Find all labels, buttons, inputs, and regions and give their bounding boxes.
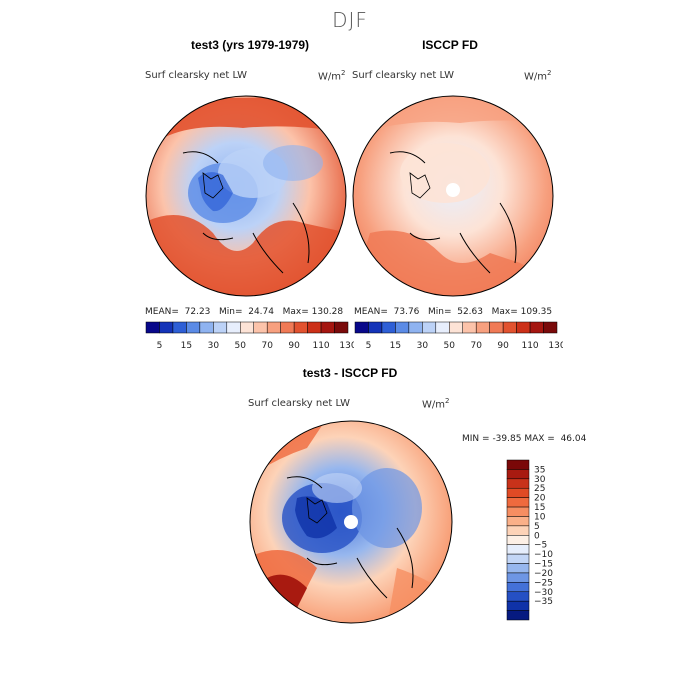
panel1-colorbar-label: 70 [261, 341, 273, 351]
panel1-colorbar-swatch [240, 321, 254, 334]
diff-colorbar-swatch [506, 487, 530, 498]
panel1-colorbar-swatch [307, 321, 322, 334]
panel2-map [352, 95, 554, 297]
panel2-colorbar-swatch [462, 321, 477, 334]
diff-colorbar-swatch [506, 459, 530, 470]
panel2-colorbar-label: 90 [497, 341, 509, 351]
diff-colorbar-swatch [506, 516, 530, 527]
season-title: DJF [332, 8, 368, 32]
diff-units: W/m2 [422, 397, 450, 411]
diff-colorbar-label: 35 [534, 465, 545, 475]
diff-colorbar-swatch [506, 553, 530, 564]
panel1-colorbar-swatch [320, 321, 335, 334]
panel1-colorbar-swatch [199, 321, 214, 334]
panel1-colorbar-label: 15 [181, 341, 192, 351]
panel2-colorbar-label: 70 [470, 341, 482, 351]
diff-colorbar-swatch [506, 497, 530, 508]
diff-colorbar-label: −30 [534, 588, 553, 598]
panel2-colorbar-label: 5 [366, 341, 372, 351]
panel1-title: test3 (yrs 1979-1979) [190, 38, 310, 52]
diff-colorbar-swatch [506, 469, 530, 480]
panel1-colorbar-swatch [253, 321, 268, 334]
panel2-stats: MEAN= 73.76 Min= 52.63 Max= 109.35 [354, 307, 553, 317]
panel1-colorbar-label: 130 [339, 341, 354, 351]
diff-colorbar-label: −20 [534, 569, 553, 579]
diff-colorbar-swatch [506, 572, 530, 583]
panel1-variable: Surf clearsky net LW [145, 70, 248, 81]
panel2-colorbar-swatch [502, 321, 517, 334]
diff-colorbar-label: 0 [534, 531, 540, 541]
panel1-colorbar-label: 50 [235, 341, 247, 351]
diff-colorbar-swatch [506, 582, 530, 593]
panel2-variable: Surf clearsky net LW [352, 70, 455, 81]
diff-colorbar-swatch [506, 563, 530, 574]
diff-colorbar-label: −5 [534, 541, 547, 551]
panel2-colorbar-label: 30 [417, 341, 429, 351]
panel2-colorbar-swatch [449, 321, 463, 334]
panel1-colorbar: 5 15 30 50 70 90 110 130 [145, 321, 354, 351]
panel2-colorbar: 5 15 30 50 70 90 110 130 [354, 321, 563, 351]
diff-colorbar-label: 5 [534, 522, 540, 532]
panel1-colorbar-swatch [293, 321, 308, 334]
diff-colorbar-swatch [506, 506, 530, 517]
panel2-colorbar-swatch [489, 321, 504, 334]
diff-colorbar-swatch [506, 478, 530, 489]
panel1-colorbar-swatch [226, 321, 241, 334]
panel2-colorbar-swatch [475, 321, 490, 334]
diff-colorbar-swatch [506, 600, 530, 611]
diff-colorbar-label: −10 [534, 550, 553, 560]
panel2-colorbar-swatch [435, 321, 450, 334]
diff-colorbar-label: 25 [534, 484, 545, 494]
diff-map [249, 420, 453, 624]
diff-colorbar-label: −15 [534, 560, 553, 570]
panel1-stats: MEAN= 72.23 Min= 24.74 Max= 130.28 [145, 307, 344, 317]
panel1-map [145, 95, 347, 297]
panel1-colorbar-swatch [213, 321, 228, 334]
panel2-units: W/m2 [524, 69, 552, 83]
panel2-colorbar-swatch [543, 321, 558, 334]
panel2-colorbar-swatch [516, 321, 531, 334]
diff-colorbar-label: 20 [534, 494, 546, 504]
panel1-colorbar-label: 30 [208, 341, 220, 351]
panel2-colorbar-swatch [354, 321, 369, 334]
diff-colorbar-swatch [506, 544, 530, 555]
panel1-colorbar-swatch [172, 321, 187, 334]
diff-colorbar-swatch [506, 525, 530, 536]
panel2-title: ISCCP FD [422, 38, 478, 52]
panel1-colorbar-swatch [334, 321, 349, 334]
diff-colorbar-swatch [506, 535, 530, 545]
panel2-colorbar-swatch [408, 321, 423, 334]
panel1-colorbar-swatch [145, 321, 160, 334]
diff-colorbar-label: −35 [534, 597, 553, 607]
panel1-colorbar-swatch [186, 321, 201, 334]
diff-title: test3 - ISCCP FD [302, 366, 398, 380]
panel1-colorbar-swatch [159, 321, 174, 334]
panel2-colorbar-label: 110 [521, 341, 538, 351]
panel2-colorbar-swatch [368, 321, 383, 334]
diff-variable: Surf clearsky net LW [248, 398, 351, 409]
diff-colorbar-label: 15 [534, 503, 545, 513]
diff-colorbar-label: 10 [534, 512, 546, 522]
panel2-colorbar-label: 50 [444, 341, 456, 351]
diff-stats: MIN = -39.85 MAX = 46.04 [462, 434, 587, 444]
diff-colorbar-swatch [506, 610, 530, 621]
diff-colorbar-label: −25 [534, 578, 553, 588]
panel2-colorbar-swatch [381, 321, 396, 334]
panel1-colorbar-label: 90 [288, 341, 300, 351]
panel1-colorbar-label: 5 [157, 341, 163, 351]
panel2-colorbar-swatch [395, 321, 410, 334]
diff-colorbar-swatch [506, 591, 530, 602]
panel1-colorbar-label: 110 [312, 341, 329, 351]
panel1-colorbar-swatch [266, 321, 281, 334]
panel2-colorbar-swatch [529, 321, 544, 334]
panel1-colorbar-swatch [280, 321, 295, 334]
panel2-colorbar-label: 15 [390, 341, 401, 351]
diff-colorbar-label: 30 [534, 475, 546, 485]
panel2-colorbar-label: 130 [548, 341, 563, 351]
panel2-colorbar-swatch [422, 321, 437, 334]
panel1-units: W/m2 [318, 69, 346, 83]
